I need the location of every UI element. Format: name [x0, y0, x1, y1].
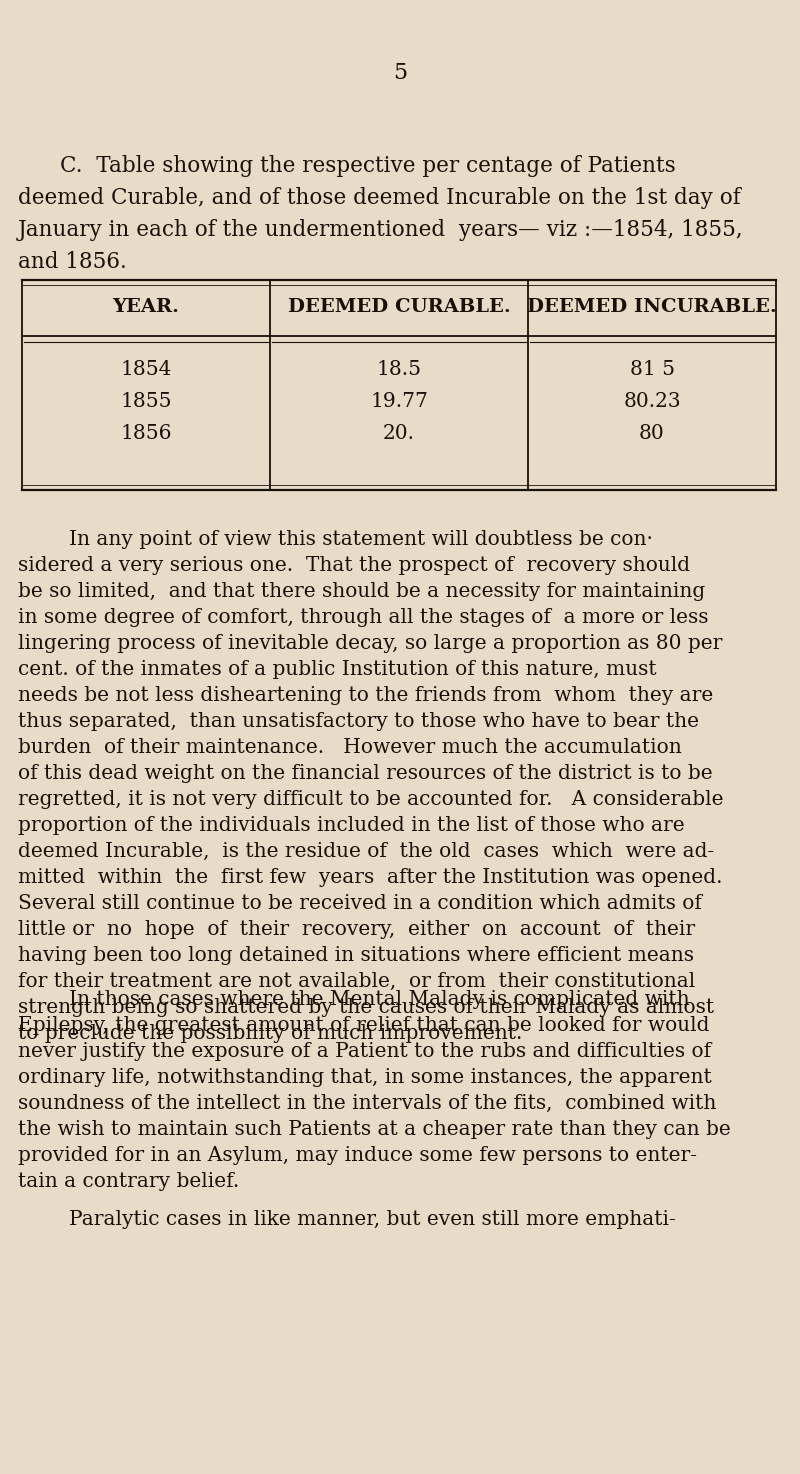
- Text: C.  Table showing the respective per centage of Patients: C. Table showing the respective per cent…: [60, 155, 676, 177]
- Text: lingering process of inevitable decay, so large a proportion as 80 per: lingering process of inevitable decay, s…: [18, 634, 722, 653]
- Text: DEEMED CURABLE.: DEEMED CURABLE.: [288, 298, 510, 315]
- Text: cent. of the inmates of a public Institution of this nature, must: cent. of the inmates of a public Institu…: [18, 660, 657, 680]
- Text: soundness of the intellect in the intervals of the fits,  combined with: soundness of the intellect in the interv…: [18, 1094, 716, 1113]
- Text: Epilepsy, the greatest amount of relief that can be looked for would: Epilepsy, the greatest amount of relief …: [18, 1016, 710, 1035]
- Text: burden  of their maintenance.   However much the accumulation: burden of their maintenance. However muc…: [18, 738, 682, 758]
- Text: 81 5: 81 5: [630, 360, 674, 379]
- Text: 20.: 20.: [383, 425, 415, 444]
- Text: regretted, it is not very difficult to be accounted for.   A considerable: regretted, it is not very difficult to b…: [18, 790, 723, 809]
- Text: having been too long detained in situations where efficient means: having been too long detained in situati…: [18, 946, 694, 965]
- Text: proportion of the individuals included in the list of those who are: proportion of the individuals included i…: [18, 817, 685, 834]
- Text: 1855: 1855: [120, 392, 172, 411]
- Text: 5: 5: [393, 62, 407, 84]
- Text: deemed Incurable,  is the residue of  the old  cases  which  were ad-: deemed Incurable, is the residue of the …: [18, 842, 714, 861]
- Text: be so limited,  and that there should be a necessity for maintaining: be so limited, and that there should be …: [18, 582, 706, 601]
- Text: the wish to maintain such Patients at a cheaper rate than they can be: the wish to maintain such Patients at a …: [18, 1120, 730, 1139]
- Text: In any point of view this statement will doubtless be con·: In any point of view this statement will…: [18, 531, 653, 548]
- Text: DEEMED INCURABLE.: DEEMED INCURABLE.: [527, 298, 777, 315]
- Text: sidered a very serious one.  That the prospect of  recovery should: sidered a very serious one. That the pro…: [18, 556, 690, 575]
- Text: Several still continue to be received in a condition which admits of: Several still continue to be received in…: [18, 895, 702, 912]
- Text: little or  no  hope  of  their  recovery,  either  on  account  of  their: little or no hope of their recovery, eit…: [18, 920, 695, 939]
- Text: January in each of the undermentioned  years— viz :—1854, 1855,: January in each of the undermentioned ye…: [18, 220, 744, 242]
- Text: 18.5: 18.5: [377, 360, 422, 379]
- Text: 80: 80: [639, 425, 665, 444]
- Text: tain a contrary belief.: tain a contrary belief.: [18, 1172, 239, 1191]
- Text: Paralytic cases in like manner, but even still more emphati-: Paralytic cases in like manner, but even…: [18, 1210, 676, 1229]
- Text: ordinary life, notwithstanding that, in some instances, the apparent: ordinary life, notwithstanding that, in …: [18, 1069, 712, 1086]
- Text: to preclude the possibility of much improvement.: to preclude the possibility of much impr…: [18, 1024, 522, 1044]
- Text: of this dead weight on the financial resources of the district is to be: of this dead weight on the financial res…: [18, 764, 713, 783]
- Text: for their treatment are not available,  or from  their constitutional: for their treatment are not available, o…: [18, 971, 695, 991]
- Text: and 1856.: and 1856.: [18, 251, 126, 273]
- Text: strength being so shattered by the causes of their Malady as almost: strength being so shattered by the cause…: [18, 998, 714, 1017]
- Text: 1854: 1854: [120, 360, 172, 379]
- Text: thus separated,  than unsatisfactory to those who have to bear the: thus separated, than unsatisfactory to t…: [18, 712, 699, 731]
- Text: 1856: 1856: [120, 425, 172, 444]
- Text: mitted  within  the  first few  years  after the Institution was opened.: mitted within the first few years after …: [18, 868, 722, 887]
- Text: needs be not less disheartening to the friends from  whom  they are: needs be not less disheartening to the f…: [18, 685, 714, 705]
- Text: In those cases where the Mental Malady is complicated with: In those cases where the Mental Malady i…: [18, 991, 690, 1010]
- Text: never justify the exposure of a Patient to the rubs and difficulties of: never justify the exposure of a Patient …: [18, 1042, 711, 1061]
- Text: provided for in an Asylum, may induce some few persons to enter-: provided for in an Asylum, may induce so…: [18, 1145, 697, 1164]
- Text: 19.77: 19.77: [370, 392, 428, 411]
- Text: YEAR.: YEAR.: [113, 298, 179, 315]
- Text: deemed Curable, and of those deemed Incurable on the 1st day of: deemed Curable, and of those deemed Incu…: [18, 187, 741, 209]
- Text: in some degree of comfort, through all the stages of  a more or less: in some degree of comfort, through all t…: [18, 607, 709, 626]
- Text: 80.23: 80.23: [623, 392, 681, 411]
